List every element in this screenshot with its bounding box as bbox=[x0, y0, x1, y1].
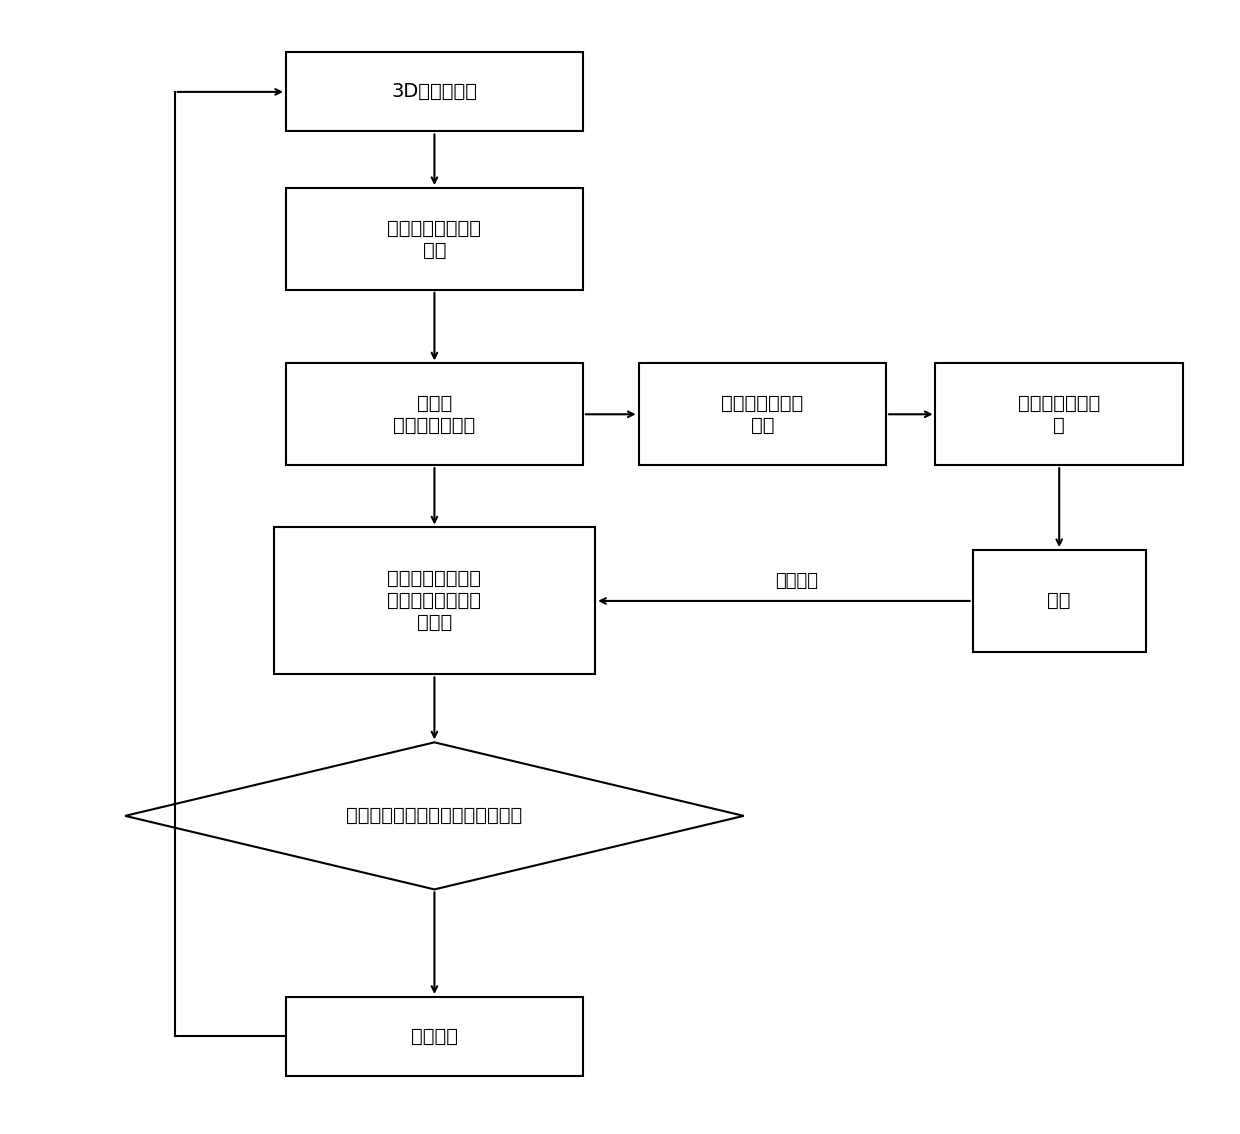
Text: 摄像头
撷取的数字影像: 摄像头 撷取的数字影像 bbox=[393, 393, 476, 434]
Text: 逐帧标注影像信
息: 逐帧标注影像信 息 bbox=[1018, 393, 1100, 434]
Text: 3D打印机打印: 3D打印机打印 bbox=[392, 83, 477, 101]
FancyBboxPatch shape bbox=[286, 52, 583, 132]
FancyBboxPatch shape bbox=[274, 527, 595, 675]
FancyBboxPatch shape bbox=[286, 363, 583, 465]
Text: 更新模型: 更新模型 bbox=[775, 572, 818, 590]
FancyBboxPatch shape bbox=[935, 363, 1183, 465]
Text: 暂停打印: 暂停打印 bbox=[410, 1027, 458, 1046]
Text: 训练: 训练 bbox=[1048, 592, 1071, 610]
Text: 服务器备份影像
信息: 服务器备份影像 信息 bbox=[722, 393, 804, 434]
Polygon shape bbox=[125, 743, 744, 889]
Text: 光栅投影设备进行
投影: 光栅投影设备进行 投影 bbox=[387, 219, 481, 260]
Text: 信息模块将逐帧图
像信息输入训练好
的模型: 信息模块将逐帧图 像信息输入训练好 的模型 bbox=[387, 569, 481, 633]
FancyBboxPatch shape bbox=[972, 550, 1146, 652]
FancyBboxPatch shape bbox=[286, 997, 583, 1076]
Text: 当前是否为良品，预测是否为良品: 当前是否为良品，预测是否为良品 bbox=[346, 806, 522, 826]
FancyBboxPatch shape bbox=[286, 188, 583, 290]
FancyBboxPatch shape bbox=[639, 363, 887, 465]
